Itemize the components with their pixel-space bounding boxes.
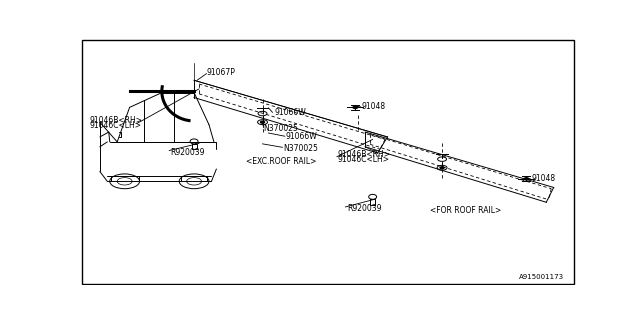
Text: 91048: 91048 <box>531 174 556 183</box>
Text: 91066W: 91066W <box>275 108 306 117</box>
Circle shape <box>353 106 358 108</box>
Text: 91067P: 91067P <box>207 68 236 77</box>
Text: 91046B<RH>: 91046B<RH> <box>90 116 143 125</box>
Text: 91046B<RH>: 91046B<RH> <box>338 150 391 159</box>
Text: N370025: N370025 <box>284 144 318 153</box>
Text: 91046C<LH>: 91046C<LH> <box>338 155 390 164</box>
Text: A915001173: A915001173 <box>518 274 564 280</box>
Circle shape <box>260 121 264 123</box>
Text: <FOR ROOF RAIL>: <FOR ROOF RAIL> <box>429 206 501 215</box>
Text: R920039: R920039 <box>347 204 381 213</box>
Circle shape <box>440 167 444 169</box>
Text: R920039: R920039 <box>170 148 205 157</box>
Circle shape <box>524 178 529 180</box>
Text: 91048: 91048 <box>362 102 386 111</box>
Text: 91066W: 91066W <box>286 132 317 141</box>
Text: 91046C<LH>: 91046C<LH> <box>90 121 142 130</box>
Text: N370025: N370025 <box>264 124 298 133</box>
Text: <EXC.ROOF RAIL>: <EXC.ROOF RAIL> <box>246 157 317 166</box>
